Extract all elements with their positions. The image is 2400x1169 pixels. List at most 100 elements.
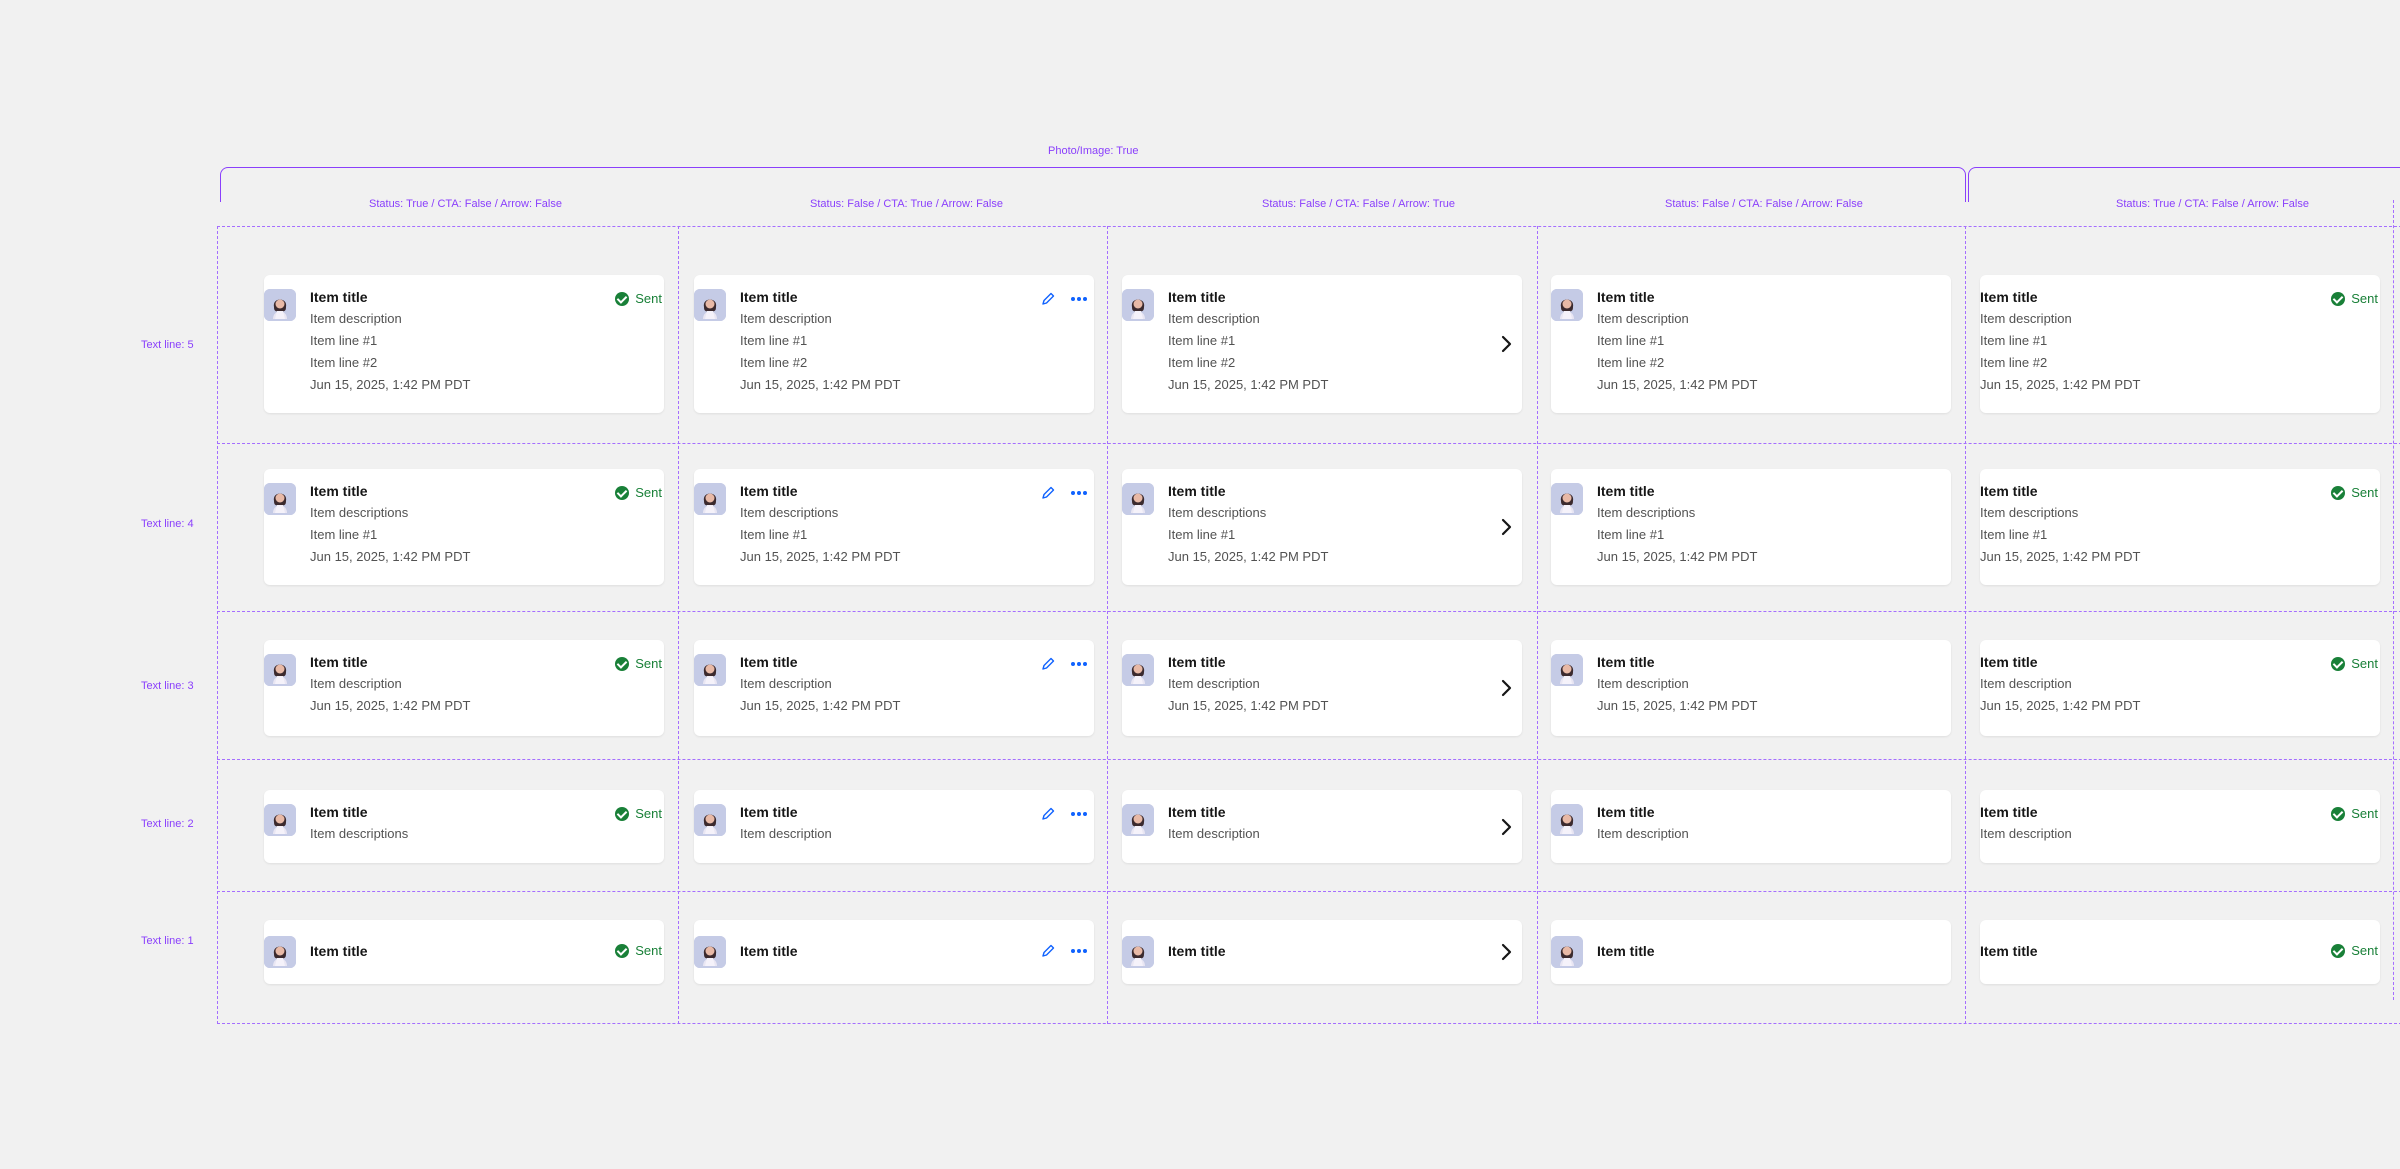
edit-icon[interactable] [1040, 291, 1056, 307]
list-item-card[interactable]: Item title Item description Item line #1 It… [1980, 275, 2380, 413]
grid-divider [1965, 226, 1966, 1024]
edit-icon[interactable] [1040, 943, 1056, 959]
item-timestamp: Jun 15, 2025, 1:42 PM PDT [1168, 549, 1329, 564]
check-circle-icon [2331, 806, 2346, 821]
item-title: Item title [1168, 483, 1226, 499]
cta-group [1040, 485, 1088, 501]
grid-divider [1107, 226, 1108, 1024]
chevron-right-icon[interactable] [1500, 678, 1514, 702]
row-label: Text line: 3 [141, 680, 194, 692]
item-description: Item description [1168, 311, 1260, 326]
item-title: Item title [1168, 943, 1226, 959]
check-circle-icon [615, 656, 630, 671]
list-item-card[interactable]: Item title Item descriptions Sent [264, 790, 664, 863]
item-description: Item descriptions [1168, 505, 1267, 520]
list-item-card[interactable]: Item title Item descriptions Item line #1 J… [264, 469, 664, 585]
item-title: Item title [1980, 289, 2038, 305]
item-title: Item title [1597, 483, 1655, 499]
item-title: Item title [1597, 654, 1655, 670]
avatar [694, 654, 726, 686]
list-item-card[interactable]: Item title Sent [1980, 920, 2380, 984]
edit-icon[interactable] [1040, 806, 1056, 822]
list-item-card[interactable]: Item title Item descriptions Item line #1 J… [1980, 469, 2380, 585]
item-line: Item line #1 [310, 527, 378, 542]
chevron-right-icon[interactable] [1500, 942, 1514, 966]
item-title: Item title [310, 654, 368, 670]
avatar [1122, 483, 1154, 515]
status-badge: Sent [615, 485, 662, 500]
more-options-icon[interactable] [1070, 943, 1088, 959]
item-timestamp: Jun 15, 2025, 1:42 PM PDT [310, 377, 471, 392]
item-description: Item description [1980, 826, 2072, 841]
row-label: Text line: 1 [141, 935, 194, 947]
more-options-icon[interactable] [1070, 656, 1088, 672]
list-item-card[interactable]: Item title Item description Jun 15, 2025, … [264, 640, 664, 736]
list-item-card[interactable]: Item title Item description Jun 15, 2025, … [694, 640, 1094, 736]
grid-divider [217, 443, 2400, 444]
status-label: Sent [635, 656, 662, 671]
list-item-card[interactable]: Item title [1551, 920, 1951, 984]
chevron-right-icon[interactable] [1500, 817, 1514, 841]
list-item-card[interactable]: Item title Item description Jun 15, 2025, … [1980, 640, 2380, 736]
chevron-right-icon[interactable] [1500, 334, 1514, 358]
more-options-icon[interactable] [1070, 291, 1088, 307]
item-title: Item title [1168, 804, 1226, 820]
more-options-icon[interactable] [1070, 806, 1088, 822]
item-timestamp: Jun 15, 2025, 1:42 PM PDT [1597, 698, 1758, 713]
item-description: Item description [1597, 676, 1689, 691]
avatar [264, 483, 296, 515]
check-circle-icon [615, 485, 630, 500]
item-description: Item descriptions [1980, 505, 2079, 520]
grid-frame [217, 226, 2400, 1024]
list-item-card[interactable]: Item title Item descriptions Item line #1 J… [1551, 469, 1951, 585]
list-item-card[interactable]: Item title [694, 920, 1094, 984]
chevron-right-icon[interactable] [1500, 517, 1514, 541]
item-title: Item title [740, 654, 798, 670]
more-options-icon[interactable] [1070, 485, 1088, 501]
cta-group [1040, 806, 1088, 822]
list-item-card[interactable]: Item title Item description Sent [1980, 790, 2380, 863]
list-item-card[interactable]: Item title Item description Item line #1 It… [1122, 275, 1522, 413]
avatar [1122, 804, 1154, 836]
avatar [264, 289, 296, 321]
list-item-card[interactable]: Item title Item descriptions Item line #1 J… [1122, 469, 1522, 585]
group-bracket-second [1968, 167, 2400, 202]
status-badge: Sent [615, 656, 662, 671]
item-line: Item line #1 [310, 333, 378, 348]
avatar [694, 483, 726, 515]
list-item-card[interactable]: Item title [1122, 920, 1522, 984]
list-item-card[interactable]: Item title Item description Item line #1 It… [264, 275, 664, 413]
item-line: Item line #1 [740, 527, 808, 542]
item-timestamp: Jun 15, 2025, 1:42 PM PDT [740, 549, 901, 564]
item-description: Item description [1168, 676, 1260, 691]
list-item-card[interactable]: Item title Item description [1551, 790, 1951, 863]
column-label: Status: False / CTA: False / Arrow: True [1262, 198, 1455, 210]
list-item-card[interactable]: Item title Item description Item line #1 It… [1551, 275, 1951, 413]
list-item-card[interactable]: Item title Item description Jun 15, 2025, … [1551, 640, 1951, 736]
grid-divider [1537, 226, 1538, 1024]
avatar [1551, 654, 1583, 686]
cta-group [1040, 656, 1088, 672]
item-timestamp: Jun 15, 2025, 1:42 PM PDT [740, 377, 901, 392]
item-title: Item title [1597, 289, 1655, 305]
edit-icon[interactable] [1040, 485, 1056, 501]
avatar [264, 804, 296, 836]
item-timestamp: Jun 15, 2025, 1:42 PM PDT [1980, 377, 2141, 392]
edit-icon[interactable] [1040, 656, 1056, 672]
group-label: Photo/Image: True [1048, 145, 1139, 157]
avatar [694, 804, 726, 836]
list-item-card[interactable]: Item title Item description Item line #1 It… [694, 275, 1094, 413]
list-item-card[interactable]: Item title Item descriptions Item line #1 J… [694, 469, 1094, 585]
item-title: Item title [310, 289, 368, 305]
avatar [1122, 654, 1154, 686]
item-description: Item descriptions [740, 505, 839, 520]
list-item-card[interactable]: Item title Item description [1122, 790, 1522, 863]
avatar [1551, 936, 1583, 968]
list-item-card[interactable]: Item title Item description [694, 790, 1094, 863]
item-description: Item descriptions [310, 826, 409, 841]
item-title: Item title [740, 804, 798, 820]
item-title: Item title [310, 483, 368, 499]
list-item-card[interactable]: Item title Sent [264, 920, 664, 984]
status-badge: Sent [2331, 806, 2378, 821]
list-item-card[interactable]: Item title Item description Jun 15, 2025, … [1122, 640, 1522, 736]
